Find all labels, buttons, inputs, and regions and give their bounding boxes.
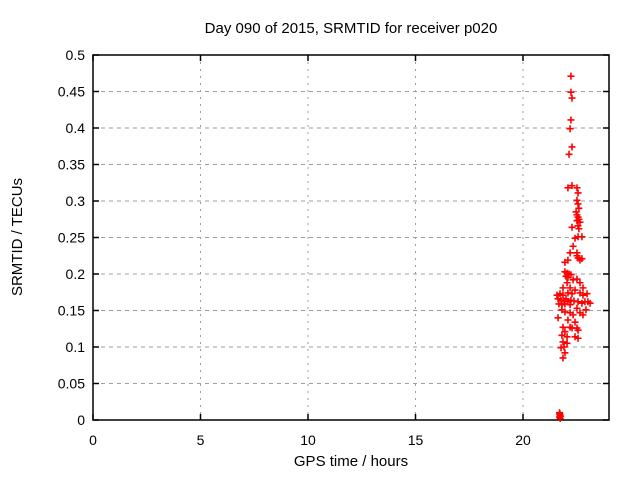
- y-tick-label: 0.15: [58, 303, 85, 319]
- data-point-marker: [576, 279, 584, 287]
- data-point-marker: [579, 311, 587, 319]
- y-tick-label: 0: [77, 412, 85, 428]
- data-point-marker: [566, 284, 574, 292]
- x-tick-labels: 0 5 10 15 20: [89, 432, 531, 448]
- x-axis-label: GPS time / hours: [294, 453, 408, 470]
- data-point-marker: [558, 331, 566, 339]
- x-tick-label: 15: [408, 432, 424, 448]
- data-point-marker: [554, 314, 562, 322]
- plot-border: [92, 54, 610, 421]
- data-point-marker: [559, 338, 567, 346]
- data-point-marker: [568, 94, 576, 102]
- y-tick-label: 0.05: [58, 376, 85, 392]
- y-tick-label: 0.3: [66, 193, 86, 209]
- data-points: [553, 72, 594, 423]
- data-point-marker: [563, 279, 571, 287]
- data-point-marker: [573, 304, 581, 312]
- y-tick-label: 0.1: [66, 339, 86, 355]
- y-tick-label: 0.4: [66, 120, 86, 136]
- data-point-marker: [567, 88, 575, 96]
- data-point-marker: [573, 184, 581, 192]
- data-point-marker: [564, 184, 572, 192]
- data-point-marker: [566, 249, 574, 257]
- data-point-marker: [571, 318, 579, 326]
- data-point-marker: [559, 323, 567, 331]
- data-point-marker: [568, 182, 576, 190]
- y-tick-label: 0.5: [66, 47, 86, 63]
- data-point-marker: [559, 291, 567, 299]
- data-point-marker: [579, 284, 587, 292]
- data-point-marker: [582, 306, 590, 314]
- data-point-marker: [574, 298, 582, 306]
- data-point-marker: [574, 334, 582, 342]
- data-point-marker: [569, 242, 577, 250]
- data-point-marker: [575, 225, 583, 233]
- data-point-marker: [567, 72, 575, 80]
- data-point-marker: [564, 256, 572, 264]
- data-point-marker: [564, 274, 572, 282]
- data-point-marker: [569, 311, 577, 319]
- y-tick-label: 0.25: [58, 230, 85, 246]
- data-point-marker: [566, 323, 574, 331]
- data-point-marker: [573, 275, 581, 283]
- data-point-marker: [557, 344, 565, 352]
- data-point-marker: [559, 354, 567, 362]
- data-point-marker: [559, 284, 567, 292]
- x-tick-label: 20: [515, 432, 531, 448]
- data-point-marker: [565, 150, 573, 158]
- chart-title: Day 090 of 2015, SRMTID for receiver p02…: [205, 20, 498, 37]
- data-point-marker: [563, 333, 571, 341]
- data-point-marker: [574, 189, 582, 197]
- data-point-marker: [573, 324, 581, 332]
- data-point-marker: [578, 255, 586, 263]
- data-point-marker: [561, 349, 569, 357]
- data-point-marker: [566, 125, 574, 133]
- data-point-marker: [566, 301, 574, 309]
- data-point-marker: [568, 290, 576, 298]
- gridlines: [93, 55, 609, 420]
- data-point-marker: [576, 218, 584, 226]
- x-tick-label: 10: [300, 432, 316, 448]
- data-point-marker: [568, 143, 576, 151]
- data-point-marker: [561, 328, 569, 336]
- data-point-marker: [573, 196, 581, 204]
- data-point-marker: [563, 339, 571, 347]
- y-tick-labels: 0 0.05 0.1 0.15 0.2 0.25 0.3 0.35 0.4 0.45 0.5: [58, 47, 85, 428]
- data-point-marker: [579, 291, 587, 299]
- data-point-marker: [568, 223, 576, 231]
- y-tick-label: 0.2: [66, 266, 86, 282]
- y-tick-label: 0.35: [58, 157, 85, 173]
- x-tick-label: 0: [89, 432, 97, 448]
- x-tick-label: 5: [197, 432, 205, 448]
- data-point-marker: [556, 410, 564, 418]
- data-point-marker: [571, 286, 579, 294]
- y-tick-label: 0.45: [58, 84, 85, 100]
- y-axis-label: SRMTID / TECUs: [9, 178, 26, 296]
- data-point-marker: [564, 316, 572, 324]
- data-point-marker: [586, 299, 594, 307]
- data-point-marker: [567, 116, 575, 124]
- data-point-marker: [574, 200, 582, 208]
- data-point-marker: [575, 204, 583, 212]
- data-point-marker: [578, 233, 586, 241]
- data-point-marker: [583, 290, 591, 298]
